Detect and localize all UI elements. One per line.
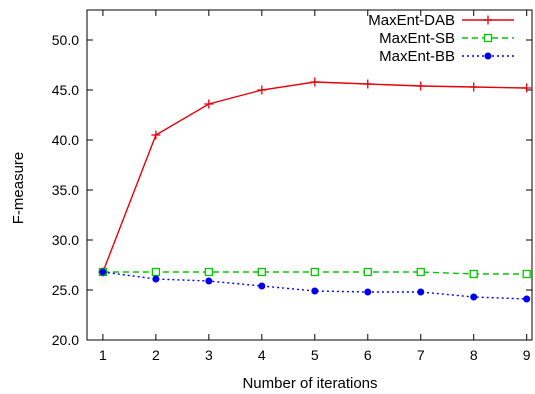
y-tick-label: 25.0 [52,282,79,298]
data-point-maxent-dab [469,82,479,92]
x-axis-title: Number of iterations [242,375,377,392]
legend-marker [483,33,493,43]
series-maxent-dab [98,77,532,277]
x-tick-label: 6 [364,347,372,363]
plot-frame [86,9,533,341]
data-point-maxent-bb [417,288,425,296]
series-line-maxent-bb [102,271,527,300]
legend-label: MaxEnt-BB [379,48,455,65]
data-point-maxent-bb [258,282,266,290]
legend-item-maxent-dab: MaxEnt-DAB [368,12,514,29]
data-point-maxent-bb [99,268,107,276]
x-tick-label: 4 [258,347,266,363]
data-point-maxent-sb [363,267,372,277]
series-line-maxent-dab [102,81,527,273]
data-point-maxent-sb [151,267,161,277]
x-tick-label: 3 [205,347,213,363]
x-tick-label: 2 [152,347,160,363]
x-tick-label: 1 [99,347,107,363]
axis-ticks: 20.0 25.0 30.0 35.0 40.0 45.0 50.0 1 2 3 4 5 6 7 8 9 [52,10,532,363]
data-point-maxent-dab [522,83,532,93]
y-tick-label: 20.0 [52,332,79,348]
y-tick-label: 45.0 [52,82,79,98]
legend-label: MaxEnt-DAB [368,12,455,29]
series-maxent-sb [98,267,531,279]
data-point-maxent-dab [204,99,214,109]
legend-item-maxent-bb: MaxEnt-BB [379,48,514,65]
data-point-maxent-bb [205,277,213,285]
series-maxent-bb [99,268,531,303]
data-point-maxent-bb [152,275,160,283]
data-point-maxent-sb [257,267,266,277]
data-point-maxent-dab [363,79,373,89]
data-point-maxent-bb [523,295,531,303]
data-point-maxent-dab [416,81,426,91]
data-point-maxent-dab [310,77,320,87]
legend-label: MaxEnt-SB [379,30,455,47]
y-tick-label: 35.0 [52,182,79,198]
data-point-maxent-dab [257,85,267,95]
y-tick-label: 30.0 [52,232,79,248]
data-point-maxent-sb [416,267,425,277]
legend-marker [484,52,492,60]
data-point-maxent-sb [310,267,319,277]
x-tick-label: 5 [311,347,319,363]
x-tick-label: 8 [470,347,478,363]
series-layer [98,77,532,303]
data-point-maxent-sb [522,269,531,279]
y-tick-label: 50.0 [52,32,79,48]
legend-marker [483,15,493,25]
data-point-maxent-dab [151,130,161,140]
x-tick-label: 9 [523,347,531,363]
data-point-maxent-bb [470,293,478,301]
y-axis-title: F-measure [10,152,27,225]
y-tick-label: 40.0 [52,132,79,148]
data-point-maxent-sb [469,269,478,279]
x-tick-label: 7 [417,347,425,363]
legend-item-maxent-sb: MaxEnt-SB [379,30,514,47]
data-point-maxent-sb [204,267,213,277]
data-point-maxent-bb [364,288,372,296]
data-point-maxent-bb [311,287,319,295]
